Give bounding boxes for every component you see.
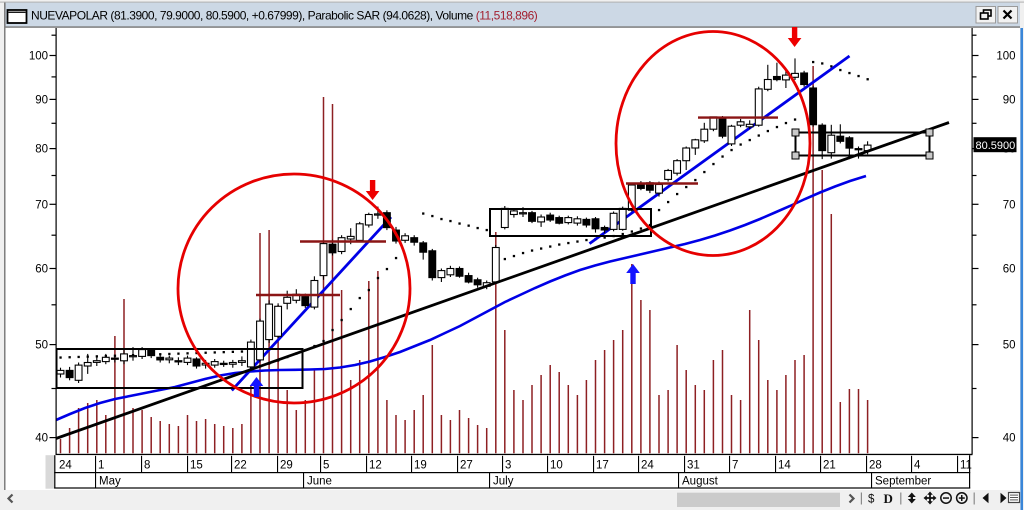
svg-text:12: 12 — [369, 459, 382, 471]
svg-text:100: 100 — [996, 51, 1015, 63]
svg-text:70: 70 — [35, 199, 48, 211]
svg-text:8: 8 — [144, 459, 150, 471]
svg-text:15: 15 — [190, 459, 203, 471]
svg-text:July: July — [493, 475, 514, 487]
svg-text:17: 17 — [596, 459, 609, 471]
svg-text:June: June — [307, 475, 332, 487]
svg-text:21: 21 — [823, 459, 836, 471]
svg-text:24: 24 — [59, 459, 72, 471]
svg-text:5: 5 — [323, 459, 329, 471]
svg-text:40: 40 — [35, 433, 48, 445]
svg-text:7: 7 — [732, 459, 738, 471]
svg-text:August: August — [682, 475, 719, 487]
svg-text:70: 70 — [1003, 199, 1016, 211]
svg-text:40: 40 — [1003, 433, 1016, 445]
svg-text:11: 11 — [960, 459, 972, 471]
svg-text:14: 14 — [778, 459, 791, 471]
svg-text:28: 28 — [869, 459, 882, 471]
svg-text:100: 100 — [29, 51, 48, 63]
svg-text:24: 24 — [641, 459, 654, 471]
svg-text:22: 22 — [234, 459, 247, 471]
svg-text:3: 3 — [505, 459, 511, 471]
svg-text:60: 60 — [35, 264, 48, 276]
svg-text:May: May — [99, 475, 121, 487]
svg-text:10: 10 — [550, 459, 563, 471]
svg-text:September: September — [875, 475, 931, 487]
svg-text:90: 90 — [1003, 94, 1016, 106]
svg-text:60: 60 — [1003, 264, 1016, 276]
svg-text:19: 19 — [414, 459, 427, 471]
svg-text:NUEVAPOLAR (81.3900, 79.9000,: NUEVAPOLAR (81.3900, 79.9000, 80.5900, +… — [31, 9, 538, 23]
svg-text:80: 80 — [35, 144, 48, 156]
svg-text:80.5900: 80.5900 — [976, 140, 1016, 152]
svg-text:D: D — [884, 491, 893, 506]
svg-text:4: 4 — [914, 459, 921, 471]
svg-text:1: 1 — [98, 459, 104, 471]
svg-text:50: 50 — [1003, 340, 1016, 352]
svg-text:29: 29 — [280, 459, 293, 471]
svg-text:27: 27 — [460, 459, 473, 471]
svg-text:90: 90 — [35, 94, 48, 106]
svg-text:$: $ — [868, 494, 875, 506]
svg-text:31: 31 — [687, 459, 700, 471]
svg-text:50: 50 — [35, 340, 48, 352]
